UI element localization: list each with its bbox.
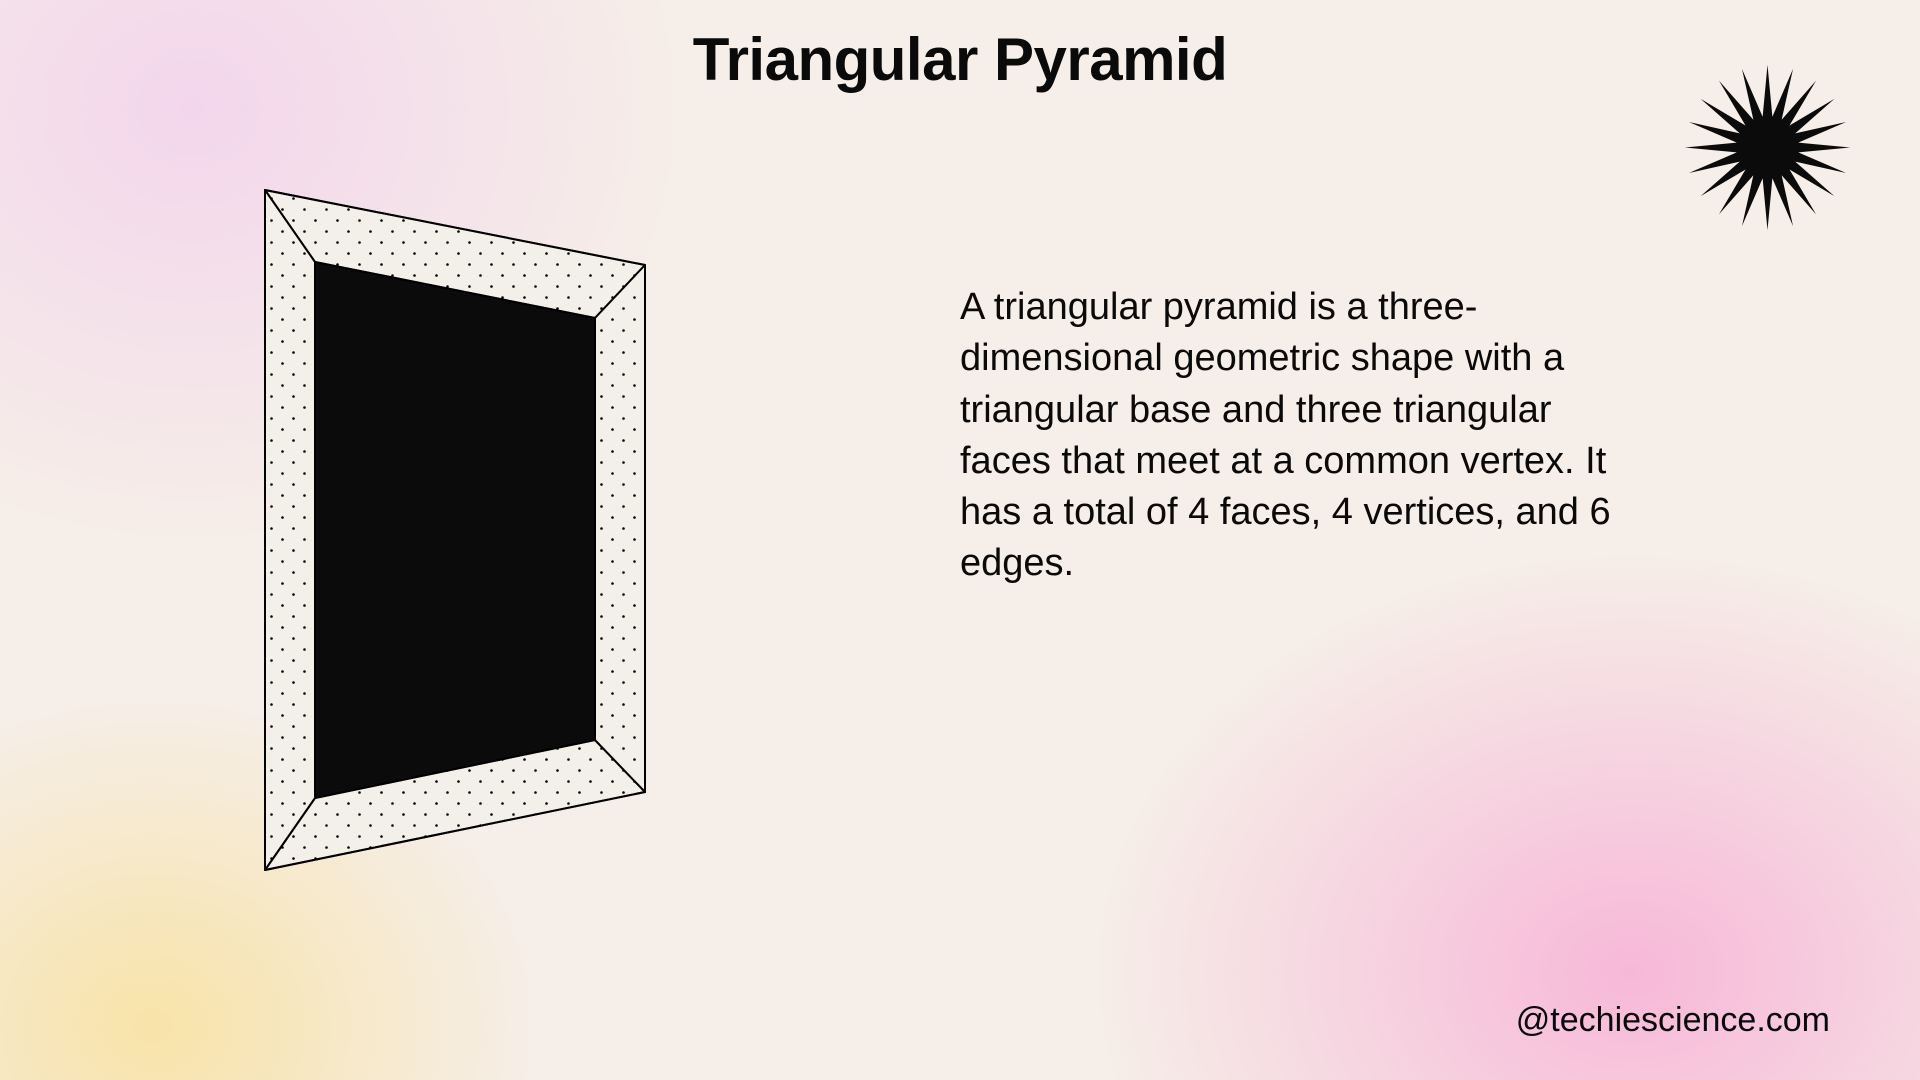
starburst-icon: [1680, 60, 1855, 235]
body-text: A triangular pyramid is a three-dimensio…: [960, 282, 1640, 590]
attribution: @techiescience.com: [1516, 1001, 1830, 1040]
page-title: Triangular Pyramid: [0, 25, 1920, 94]
pyramid-illustration: [255, 160, 675, 920]
